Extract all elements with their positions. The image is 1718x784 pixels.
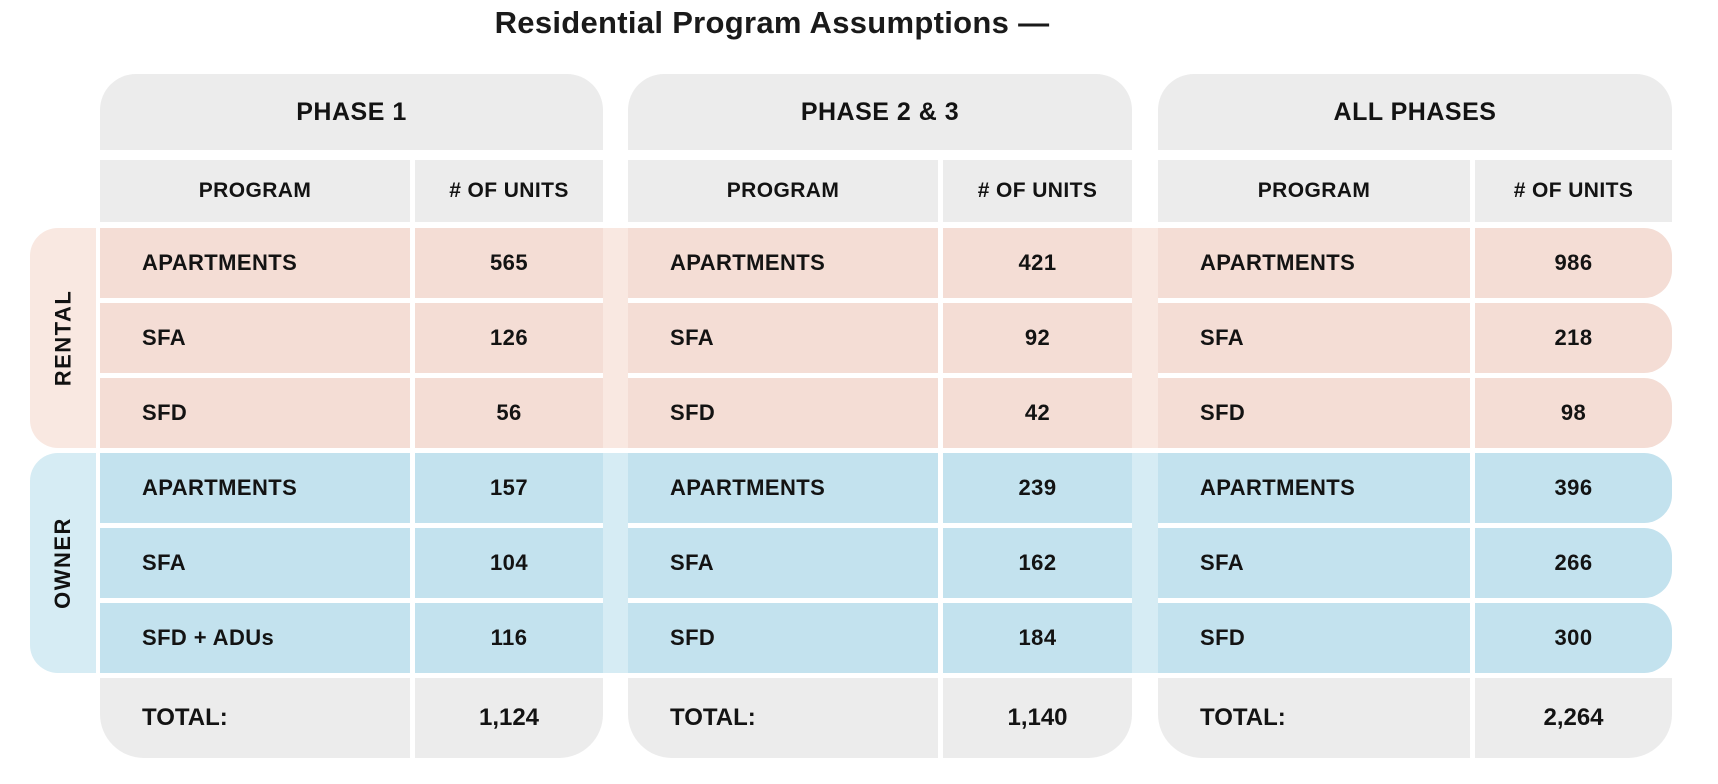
column-header-units: # OF UNITS [415, 160, 603, 222]
phase-table-3: ALL PHASES PROGRAM # OF UNITS APARTMENTS 986… [1158, 74, 1672, 758]
owner-program-cell: SFA [100, 528, 410, 598]
owner-group-label: OWNER [30, 453, 96, 673]
rental-gap-strip-2 [1132, 228, 1158, 448]
owner-units-cell: 162 [943, 528, 1132, 598]
owner-program-cell: SFA [628, 528, 938, 598]
rental-program-cell: SFA [1158, 303, 1470, 373]
owner-units-cell: 300 [1475, 603, 1672, 673]
phase-header: ALL PHASES [1158, 74, 1672, 150]
owner-program-cell: APARTMENTS [628, 453, 938, 523]
rental-units-cell: 986 [1475, 228, 1672, 298]
rental-program-cell: APARTMENTS [628, 228, 938, 298]
column-header-program: PROGRAM [628, 160, 938, 222]
owner-program-cell: APARTMENTS [1158, 453, 1470, 523]
total-label-cell: TOTAL: [628, 678, 938, 758]
total-value-cell: 2,264 [1475, 678, 1672, 758]
rental-program-cell: SFD [1158, 378, 1470, 448]
rental-units-cell: 56 [415, 378, 603, 448]
rental-units-cell: 218 [1475, 303, 1672, 373]
rental-units-cell: 98 [1475, 378, 1672, 448]
rental-gap-strip-1 [603, 228, 628, 448]
rental-program-cell: SFA [628, 303, 938, 373]
total-label-cell: TOTAL: [100, 678, 410, 758]
phase-table-1: PHASE 1 PROGRAM # OF UNITS APARTMENTS 565 SFA… [100, 74, 603, 758]
column-header-program: PROGRAM [100, 160, 410, 222]
phase-table-2: PHASE 2 & 3 PROGRAM # OF UNITS APARTMENTS 42… [628, 74, 1132, 758]
phase-header: PHASE 2 & 3 [628, 74, 1132, 150]
rental-program-cell: APARTMENTS [100, 228, 410, 298]
owner-group-label-text: OWNER [50, 517, 76, 609]
owner-units-cell: 239 [943, 453, 1132, 523]
rental-group-label-text: RENTAL [50, 289, 75, 387]
owner-gap-strip-2 [1132, 453, 1158, 673]
rental-group-label: RENTAL [30, 228, 96, 448]
total-label-cell: TOTAL: [1158, 678, 1470, 758]
phase-header: PHASE 1 [100, 74, 603, 150]
rental-program-cell: APARTMENTS [1158, 228, 1470, 298]
rental-units-cell: 565 [415, 228, 603, 298]
owner-units-cell: 104 [415, 528, 603, 598]
owner-program-cell: SFD [628, 603, 938, 673]
page-title: Residential Program Assumptions — [494, 5, 1050, 40]
rental-units-cell: 92 [943, 303, 1132, 373]
owner-gap-strip-1 [603, 453, 628, 673]
rental-units-cell: 421 [943, 228, 1132, 298]
rental-units-cell: 126 [415, 303, 603, 373]
total-value-cell: 1,140 [943, 678, 1132, 758]
owner-units-cell: 184 [943, 603, 1132, 673]
owner-units-cell: 396 [1475, 453, 1672, 523]
owner-units-cell: 266 [1475, 528, 1672, 598]
owner-program-cell: SFA [1158, 528, 1470, 598]
rental-program-cell: SFA [100, 303, 410, 373]
total-value-cell: 1,124 [415, 678, 603, 758]
column-header-units: # OF UNITS [1475, 160, 1672, 222]
column-header-units: # OF UNITS [943, 160, 1132, 222]
rental-units-cell: 42 [943, 378, 1132, 448]
rental-program-cell: SFD [628, 378, 938, 448]
owner-program-cell: SFD [1158, 603, 1470, 673]
column-header-program: PROGRAM [1158, 160, 1470, 222]
owner-program-cell: SFD + ADUs [100, 603, 410, 673]
rental-program-cell: SFD [100, 378, 410, 448]
owner-units-cell: 157 [415, 453, 603, 523]
owner-units-cell: 116 [415, 603, 603, 673]
owner-program-cell: APARTMENTS [100, 453, 410, 523]
